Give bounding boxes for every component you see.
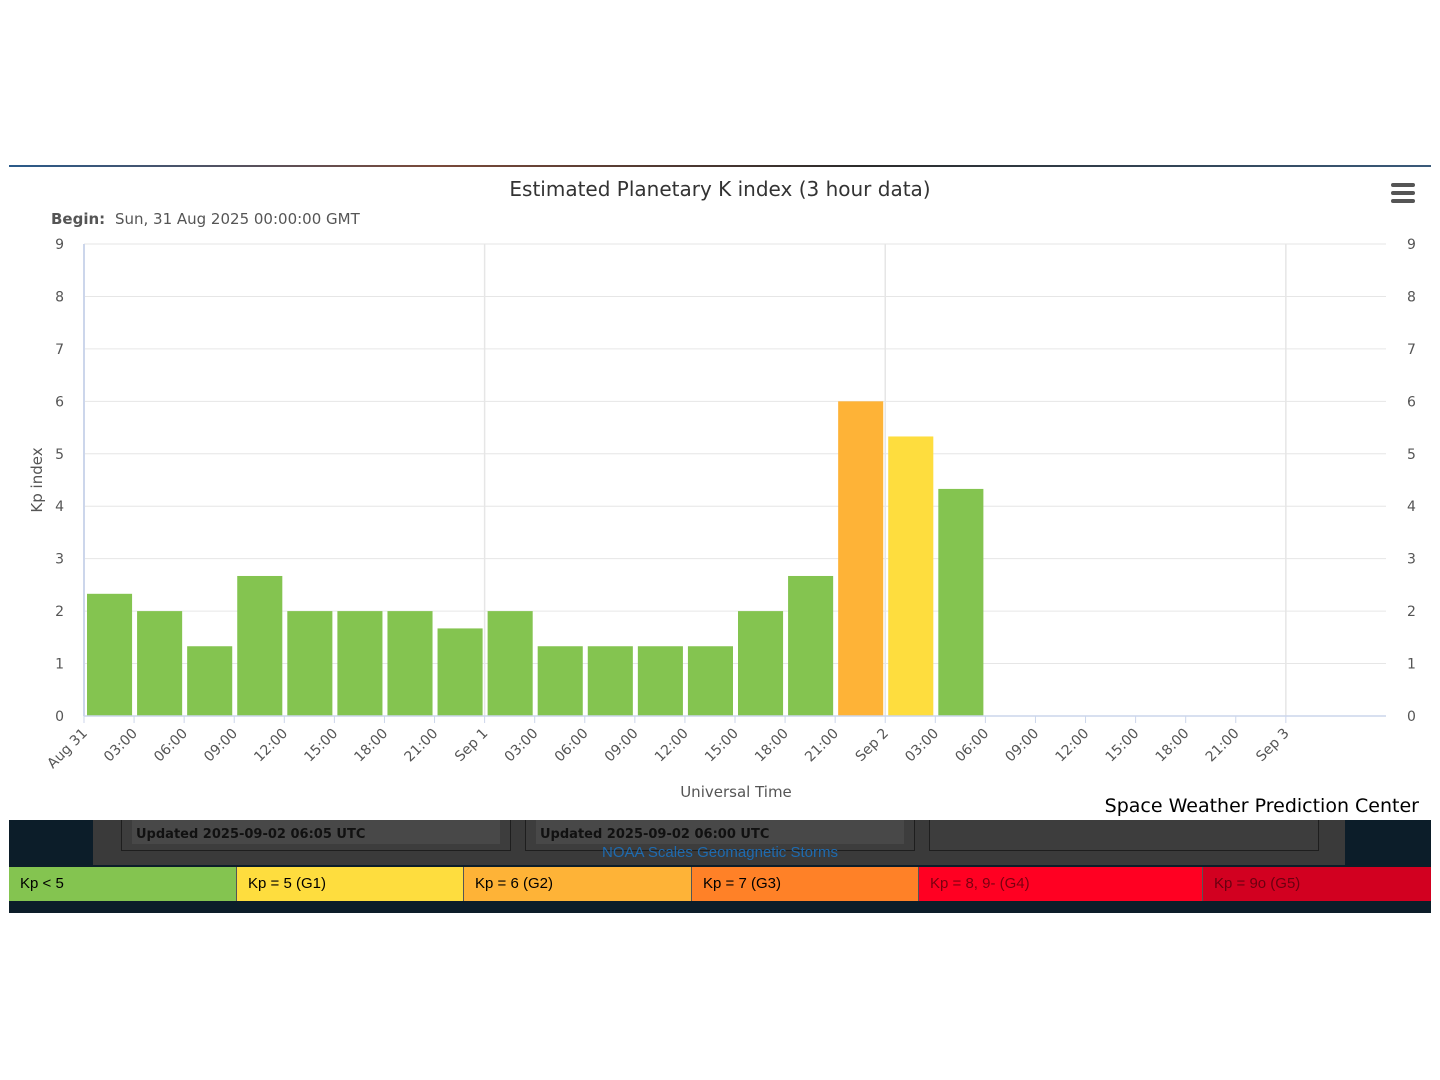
y-tick-label-right: 9: [1407, 237, 1416, 253]
x-tick-label: 03:00: [902, 726, 942, 766]
x-tick-label: Aug 31: [44, 726, 90, 772]
x-tick-label: 15:00: [702, 726, 742, 766]
background-panel-inner: [132, 820, 500, 844]
y-tick-label-right: 6: [1407, 394, 1416, 410]
kp-bar: [738, 611, 784, 716]
bars-layer: [87, 401, 984, 716]
kp-bar: [788, 575, 834, 716]
y-tick-label-left: 1: [55, 657, 64, 673]
kp-bar: [387, 611, 433, 716]
x-tick-label: 09:00: [602, 726, 642, 766]
y-tick-label-right: 3: [1407, 552, 1416, 568]
y-tick-label-left: 7: [55, 342, 64, 358]
subtitle-label: Begin:: [51, 210, 105, 228]
background-panel-inner: [536, 820, 904, 844]
subtitle-value: Sun, 31 Aug 2025 00:00:00 GMT: [115, 210, 361, 228]
legend-item-g2: Kp = 6 (G2): [464, 867, 692, 901]
menu-line: [1391, 199, 1415, 203]
legend-item-g1: Kp = 5 (G1): [237, 867, 464, 901]
x-tick-label: 12:00: [1053, 726, 1093, 766]
updated-timestamp-left: Updated 2025-09-02 06:05 UTC: [136, 827, 366, 842]
x-tick-label: 18:00: [351, 726, 391, 766]
x-tick-label: 12:00: [251, 726, 291, 766]
hamburger-menu-icon[interactable]: [1391, 183, 1415, 205]
kp-bar: [337, 611, 383, 716]
kp-bar: [287, 611, 333, 716]
y-tick-label-left: 9: [55, 237, 64, 253]
x-tick-label: Sep 3: [1253, 726, 1292, 765]
x-tick-label: 15:00: [1103, 726, 1143, 766]
y-tick-label-right: 1: [1407, 657, 1416, 673]
x-tick-label: 21:00: [802, 726, 842, 766]
x-tick-label: 21:00: [402, 726, 442, 766]
x-axis-title: Universal Time: [680, 783, 792, 801]
menu-line: [1391, 191, 1415, 195]
y-tick-label-left: 8: [55, 289, 64, 305]
y-tick-label-right: 0: [1407, 709, 1416, 725]
x-tick-label: 06:00: [151, 726, 191, 766]
background-panel-middle: Updated 2025-09-02 06:00 UTC: [525, 820, 915, 851]
updated-timestamp-middle: Updated 2025-09-02 06:00 UTC: [540, 827, 770, 842]
y-tick-label-right: 7: [1407, 342, 1416, 358]
kp-bar: [637, 646, 683, 716]
kp-bar: [137, 611, 183, 716]
y-tick-label-left: 5: [55, 447, 64, 463]
y-tick-label-left: 2: [55, 604, 64, 620]
background-panel-right: [929, 820, 1319, 851]
chart-subtitle: Begin: Sun, 31 Aug 2025 00:00:00 GMT: [51, 210, 361, 228]
kp-bar: [537, 646, 583, 716]
x-tick-label: 09:00: [1002, 726, 1042, 766]
kp-bar: [838, 401, 884, 716]
kp-bar: [888, 436, 934, 716]
x-tick-label: Sep 2: [853, 726, 892, 765]
menu-line: [1391, 183, 1415, 187]
x-tick-label: 03:00: [502, 726, 542, 766]
y-tick-label-right: 2: [1407, 604, 1416, 620]
chart-credit: Space Weather Prediction Center: [1104, 795, 1419, 817]
y-tick-label-left: 6: [55, 394, 64, 410]
x-tick-label: 09:00: [201, 726, 241, 766]
background-panels: Updated 2025-09-02 06:05 UTC Updated 202…: [93, 820, 1345, 865]
kp-bar: [87, 593, 133, 716]
x-tick-label: Sep 1: [452, 726, 491, 765]
x-tick-label: 12:00: [652, 726, 692, 766]
x-tick-label: 06:00: [552, 726, 592, 766]
legend-item-g3: Kp = 7 (G3): [692, 867, 919, 901]
noaa-scales-link[interactable]: NOAA Scales Geomagnetic Storms: [602, 844, 838, 861]
kp-bar: [187, 646, 233, 716]
kp-bar: [687, 646, 733, 716]
kp-bar: [938, 488, 984, 716]
x-tick-label: 21:00: [1203, 726, 1243, 766]
kp-chart-panel: 0 0 1 1 2 2 3 3 4 4 5 5 6 6 7 7 8 8 9 9 Aug 31 03:00 06:00 09:0…: [9, 167, 1431, 820]
kp-bar: [237, 575, 283, 716]
kp-color-legend: Kp < 5 Kp = 5 (G1) Kp = 6 (G2) Kp = 7 (G…: [9, 867, 1431, 901]
y-axis-title: Kp index: [28, 447, 46, 512]
y-tick-label-left: 3: [55, 552, 64, 568]
legend-item-g5: Kp = 9o (G5): [1203, 867, 1431, 901]
kp-bar: [487, 611, 533, 716]
top-divider: [9, 165, 1431, 167]
x-tick-label: 15:00: [301, 726, 341, 766]
y-tick-label-left: 4: [55, 499, 64, 515]
chart-title: Estimated Planetary K index (3 hour data…: [509, 177, 930, 201]
x-tick-label: 18:00: [1153, 726, 1193, 766]
background-panel-left: Updated 2025-09-02 06:05 UTC: [121, 820, 511, 851]
legend-item-kp-below-5: Kp < 5: [9, 867, 237, 901]
legend-item-g4: Kp = 8, 9- (G4): [919, 867, 1203, 901]
y-tick-label-left: 0: [55, 709, 64, 725]
y-tick-label-right: 5: [1407, 447, 1416, 463]
kp-bar: [437, 628, 483, 716]
kp-bar: [587, 646, 633, 716]
x-tick-label: 06:00: [952, 726, 992, 766]
y-tick-label-right: 4: [1407, 499, 1416, 515]
x-tick-label: 18:00: [752, 726, 792, 766]
y-tick-label-right: 8: [1407, 289, 1416, 305]
x-tick-label: 03:00: [101, 726, 141, 766]
